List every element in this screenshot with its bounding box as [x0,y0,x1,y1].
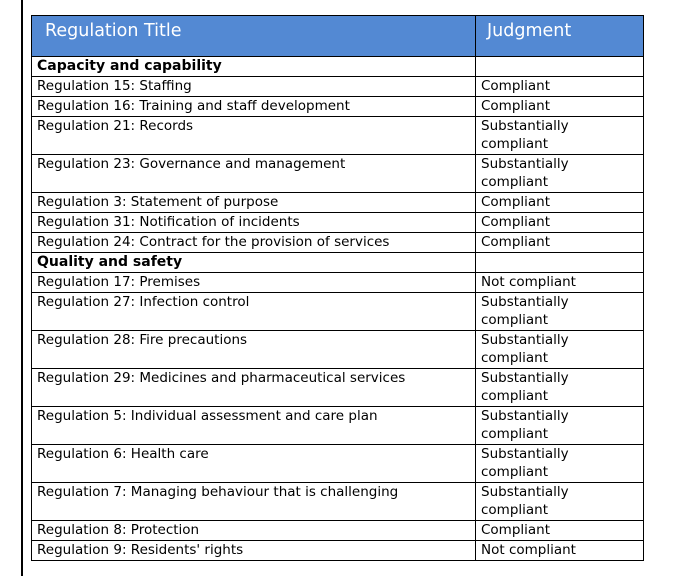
regulation-title-cell: Regulation 31: Notification of incidents [31,212,476,233]
table-row: Regulation 21: Records Substantially comp… [31,116,644,155]
table-row: Regulation 31: Notification of incidents… [31,212,644,233]
judgment-cell: Compliant [475,192,644,213]
judgment-cell: Substantially compliant [475,292,644,331]
judgment-cell: Substantially compliant [475,116,644,155]
table-row: Regulation 28: Fire precautions Substanti… [31,330,644,369]
regulation-title-cell: Regulation 21: Records [31,116,476,155]
judgment-value: Substantially compliant [481,370,569,404]
table-row: Regulation 23: Governance and management… [31,154,644,193]
judgment-cell: Compliant [475,96,644,117]
judgment-value: Not compliant [481,542,576,558]
regulation-title-cell: Regulation 8: Protection [31,520,476,541]
table-row: Regulation 7: Managing behaviour that is… [31,482,644,521]
section-title-cell: Capacity and capability [31,56,476,77]
judgment-value: Substantially compliant [481,294,569,328]
judgment-cell: Substantially compliant [475,482,644,521]
table-row: Regulation 6: Health care Substantially c… [31,444,644,483]
regulation-title-cell: Regulation 16: Training and staff develo… [31,96,476,117]
judgment-value: Substantially compliant [481,332,569,366]
table-row: Regulation 17: Premises Not compliant [31,272,644,293]
regulation-title-cell: Regulation 9: Residents' rights [31,540,476,561]
judgment-cell: Substantially compliant [475,330,644,369]
regulation-title-cell: Regulation 24: Contract for the provisio… [31,232,476,253]
table-row: Regulation 24: Contract for the provisio… [31,232,644,253]
page-left-border-line [21,0,23,576]
table-row: Regulation 15: Staffing Compliant [31,76,644,97]
judgment-cell [475,252,644,273]
column-header-regulation-title: Regulation Title [31,15,476,57]
column-header-judgment: Judgment [475,15,644,57]
table-row: Regulation 9: Residents' rights Not compl… [31,540,644,561]
table-header-row: Regulation Title Judgment [31,15,644,57]
regulation-title-cell: Regulation 23: Governance and management [31,154,476,193]
regulation-title-cell: Regulation 5: Individual assessment and … [31,406,476,445]
judgment-value: Substantially compliant [481,446,569,480]
regulation-title-cell: Regulation 3: Statement of purpose [31,192,476,213]
judgment-value: Substantially compliant [481,408,569,442]
judgment-value: Compliant [481,98,551,114]
table-row: Regulation 3: Statement of purpose Compli… [31,192,644,213]
judgment-value: Compliant [481,234,551,250]
table-row: Regulation 16: Training and staff develo… [31,96,644,117]
table-row: Regulation 5: Individual assessment and … [31,406,644,445]
judgment-cell: Substantially compliant [475,368,644,407]
regulation-title-cell: Regulation 7: Managing behaviour that is… [31,482,476,521]
judgment-value: Not compliant [481,274,576,290]
judgment-cell: Compliant [475,76,644,97]
table-body: Capacity and capability Regulation 15: St… [31,56,644,561]
regulation-title-cell: Regulation 17: Premises [31,272,476,293]
table-row: Regulation 29: Medicines and pharmaceuti… [31,368,644,407]
regulations-judgment-table: Regulation Title Judgment Capacity and c… [31,15,644,561]
judgment-cell: Substantially compliant [475,406,644,445]
judgment-cell: Compliant [475,520,644,541]
section-title-cell: Quality and safety [31,252,476,273]
judgment-value: Compliant [481,522,551,538]
judgment-cell: Not compliant [475,540,644,561]
judgment-cell: Compliant [475,232,644,253]
section-row: Quality and safety [31,252,644,273]
judgment-cell: Substantially compliant [475,154,644,193]
judgment-value: Substantially compliant [481,156,569,190]
regulation-title-cell: Regulation 29: Medicines and pharmaceuti… [31,368,476,407]
regulation-title-cell: Regulation 28: Fire precautions [31,330,476,369]
regulation-title-cell: Regulation 15: Staffing [31,76,476,97]
judgment-cell: Compliant [475,212,644,233]
judgment-value: Compliant [481,214,551,230]
judgment-value: Compliant [481,78,551,94]
judgment-value: Substantially compliant [481,118,569,152]
judgment-cell: Not compliant [475,272,644,293]
judgment-value: Substantially compliant [481,484,569,518]
regulation-title-cell: Regulation 6: Health care [31,444,476,483]
table-row: Regulation 27: Infection control Substant… [31,292,644,331]
regulation-title-cell: Regulation 27: Infection control [31,292,476,331]
table-row: Regulation 8: Protection Compliant [31,520,644,541]
judgment-cell [475,56,644,77]
judgment-cell: Substantially compliant [475,444,644,483]
section-row: Capacity and capability [31,56,644,77]
judgment-value: Compliant [481,194,551,210]
